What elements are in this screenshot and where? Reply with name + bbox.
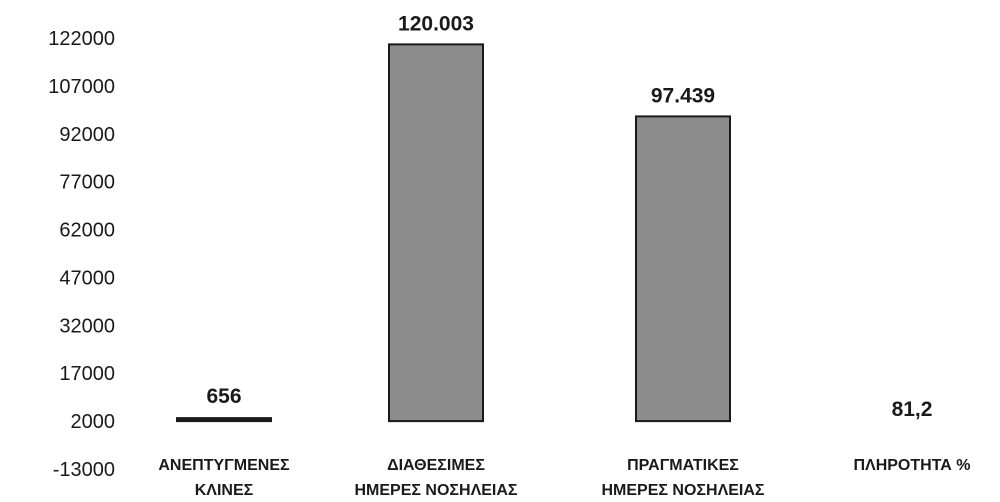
bar [635,115,731,423]
x-tick-label: ΑΝΕΠΤΥΓΜΕΝΕΣ [158,457,290,474]
x-tick-label: ΠΡΑΓΜΑΤΙΚΕΣ [627,457,739,474]
data-label: 97.439 [651,84,715,107]
x-axis: ΑΝΕΠΤΥΓΜΕΝΕΣ ΚΛΙΝΕΣ ΔΙΑΘΕΣΙΜΕΣ ΗΜΕΡΕΣ ΝΟΣΗΛ… [158,457,970,499]
data-label: 120.003 [398,12,474,35]
bar [388,43,484,423]
x-tick-label: ΗΜΕΡΕΣ ΝΟΣΗΛΕΙΑΣ [354,482,517,499]
x-tick-label: ΔΙΑΘΕΣΙΜΕΣ [387,457,485,474]
y-tick-label: -13000 [53,459,115,481]
data-label: 81,2 [892,398,933,421]
value-labels: 656 120.003 97.439 81,2 [206,12,932,421]
y-tick-label: 107000 [48,76,115,98]
x-tick-label: ΠΛΗΡΟΤΗΤΑ % [853,457,970,474]
y-tick-label: 2000 [71,411,116,433]
y-tick-label: 77000 [59,172,115,194]
y-tick-label: 47000 [59,267,115,289]
y-tick-label: 122000 [48,28,115,50]
bar [176,417,272,423]
x-tick-label: ΚΛΙΝΕΣ [195,482,254,499]
y-axis: -13000 2000 17000 32000 47000 62000 77000 92000… [48,28,115,481]
bars [176,43,731,423]
y-tick-label: 92000 [59,124,115,146]
y-tick-label: 32000 [59,315,115,337]
y-tick-label: 62000 [59,220,115,242]
data-label: 656 [206,385,241,408]
x-tick-label: ΗΜΕΡΕΣ ΝΟΣΗΛΕΙΑΣ [601,482,764,499]
y-tick-label: 17000 [59,363,115,385]
